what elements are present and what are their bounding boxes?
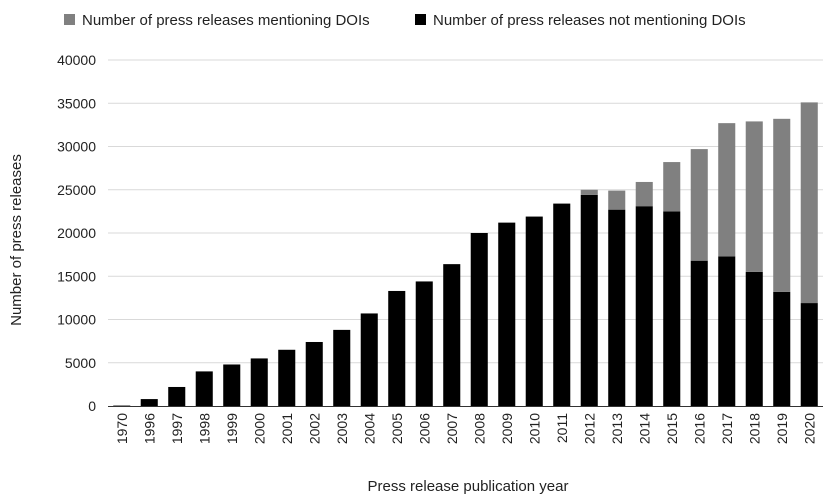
y-tick-label: 30000 <box>57 139 96 155</box>
bar-segment <box>195 371 213 406</box>
legend-swatch <box>64 14 75 25</box>
x-tick-label: 2006 <box>416 413 432 444</box>
x-tick-label: 2015 <box>664 413 680 444</box>
bar-segment <box>690 149 708 261</box>
x-tick-label: 2011 <box>554 413 570 443</box>
legend-swatch <box>415 14 426 25</box>
x-tick-label: 2002 <box>306 413 322 444</box>
legend-label: Number of press releases not mentioning … <box>433 12 746 29</box>
bar-segment <box>635 181 653 207</box>
bar-segment <box>800 102 818 304</box>
bar-segment <box>168 386 186 406</box>
legend-label: Number of press releases mentioning DOIs <box>82 12 370 29</box>
bar-segment <box>690 260 708 406</box>
x-tick-label: 2009 <box>499 413 515 444</box>
x-tick-label: 2018 <box>746 413 762 444</box>
bar-segment <box>635 206 653 406</box>
bar-segment <box>278 349 296 406</box>
bar-segment <box>745 121 763 272</box>
bar-segment <box>415 281 433 406</box>
x-tick-label: 2003 <box>334 413 350 444</box>
bar-segment <box>250 358 268 406</box>
x-tick-label: 2019 <box>774 413 790 444</box>
y-tick-label: 5000 <box>65 355 96 371</box>
y-tick-label: 0 <box>88 398 96 414</box>
legend: Number of press releases mentioning DOIs… <box>64 12 746 29</box>
x-tick-label: 2010 <box>526 413 542 444</box>
x-tick-label: 2005 <box>389 413 405 444</box>
y-axis-ticks: 0 5000 10000 15000 20000 25000 30000 35000 40000 <box>57 52 96 414</box>
bar-segment <box>773 291 791 406</box>
bar-segment <box>223 364 241 406</box>
bar-segment <box>773 118 791 292</box>
bar-segment <box>663 211 681 406</box>
bar-segment <box>663 162 681 212</box>
gridlines <box>108 59 823 364</box>
x-tick-label: 2016 <box>691 413 707 444</box>
bars <box>113 102 818 406</box>
x-tick-label: 2014 <box>636 413 652 444</box>
x-tick-label: 2008 <box>471 413 487 444</box>
bar-segment <box>580 189 598 195</box>
bar-segment <box>470 233 488 406</box>
bar-segment <box>608 209 626 406</box>
legend-item: Number of press releases mentioning DOIs <box>64 12 370 29</box>
bar-segment <box>360 313 378 406</box>
x-tick-label: 2020 <box>801 413 817 444</box>
bar-segment <box>140 399 158 406</box>
y-axis-title: Number of press releases <box>8 154 25 326</box>
bar-segment <box>580 194 598 406</box>
y-tick-label: 10000 <box>57 312 96 328</box>
bar-segment <box>608 190 626 210</box>
x-tick-label: 2007 <box>444 413 460 444</box>
y-tick-label: 15000 <box>57 268 96 284</box>
bar-segment <box>553 203 571 406</box>
x-tick-label: 1997 <box>169 413 185 444</box>
x-tick-label: 1999 <box>224 413 240 444</box>
x-tick-label: 2012 <box>581 413 597 444</box>
x-tick-label: 1996 <box>141 413 157 444</box>
y-tick-label: 35000 <box>57 95 96 111</box>
y-tick-label: 20000 <box>57 225 96 241</box>
x-tick-label: 2013 <box>609 413 625 444</box>
bar-segment <box>333 329 351 406</box>
x-axis-title: Press release publication year <box>368 478 569 494</box>
x-tick-label: 1970 <box>114 413 130 444</box>
legend-item: Number of press releases not mentioning … <box>415 12 746 29</box>
x-axis-ticks: 1970 1996 1997 1998 1999 2000 2001 2002 2003 2004… <box>114 413 818 444</box>
x-tick-label: 1998 <box>196 413 212 444</box>
bar-segment <box>443 264 461 406</box>
x-tick-label: 2017 <box>719 413 735 444</box>
bar-segment <box>745 271 763 406</box>
bar-segment <box>388 290 406 406</box>
bar-segment <box>525 216 543 406</box>
bar-segment <box>718 256 736 406</box>
x-tick-label: 2004 <box>361 413 377 444</box>
x-tick-label: 2001 <box>279 413 295 444</box>
bar-segment <box>718 123 736 257</box>
bar-segment <box>305 341 323 406</box>
y-tick-label: 25000 <box>57 182 96 198</box>
bar-segment <box>498 222 516 406</box>
x-tick-label: 2000 <box>251 413 267 444</box>
bar-segment <box>800 303 818 406</box>
y-tick-label: 40000 <box>57 52 96 68</box>
